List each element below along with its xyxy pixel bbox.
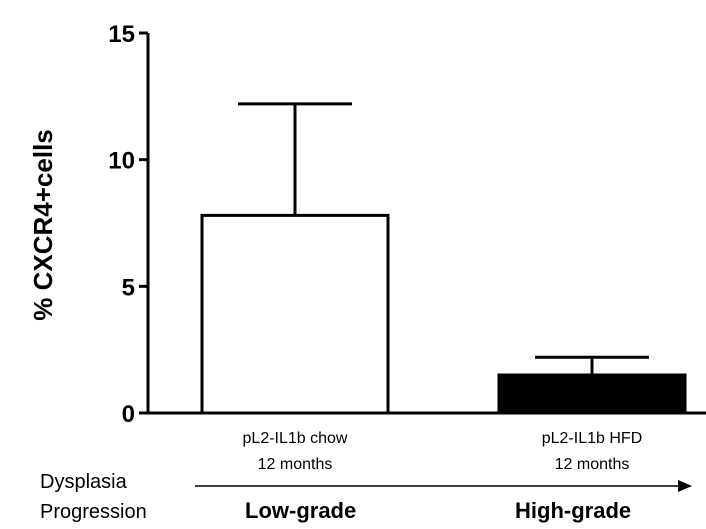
category-label: 12 months bbox=[258, 456, 333, 473]
category-label: pL2-IL1b HFD bbox=[542, 430, 643, 447]
high-grade-label: High-grade bbox=[515, 498, 631, 523]
bars bbox=[200, 102, 687, 415]
y-tick-label: 10 bbox=[108, 148, 135, 175]
bar bbox=[200, 213, 390, 415]
y-tick-labels: 0 5 10 15 bbox=[108, 21, 135, 428]
bar bbox=[497, 373, 687, 415]
y-tick-label: 15 bbox=[108, 21, 135, 48]
progression-arrow-head bbox=[678, 480, 692, 492]
y-tick-label: 0 bbox=[122, 401, 135, 428]
category-label: pL2-IL1b chow bbox=[243, 430, 348, 447]
category-labels: pL2-IL1b chow 12 months pL2-IL1b HFD 12 mon… bbox=[243, 430, 643, 473]
y-tick-label: 5 bbox=[122, 274, 135, 301]
y-axis-title: % CXCR4+cells bbox=[28, 129, 58, 320]
dysplasia-progression: Dysplasia Progression Low-grade High-gra… bbox=[40, 471, 692, 523]
category-label: 12 months bbox=[555, 456, 630, 473]
progression-label-line2: Progression bbox=[40, 501, 147, 523]
progression-label-line1: Dysplasia bbox=[40, 471, 128, 493]
low-grade-label: Low-grade bbox=[245, 498, 356, 523]
